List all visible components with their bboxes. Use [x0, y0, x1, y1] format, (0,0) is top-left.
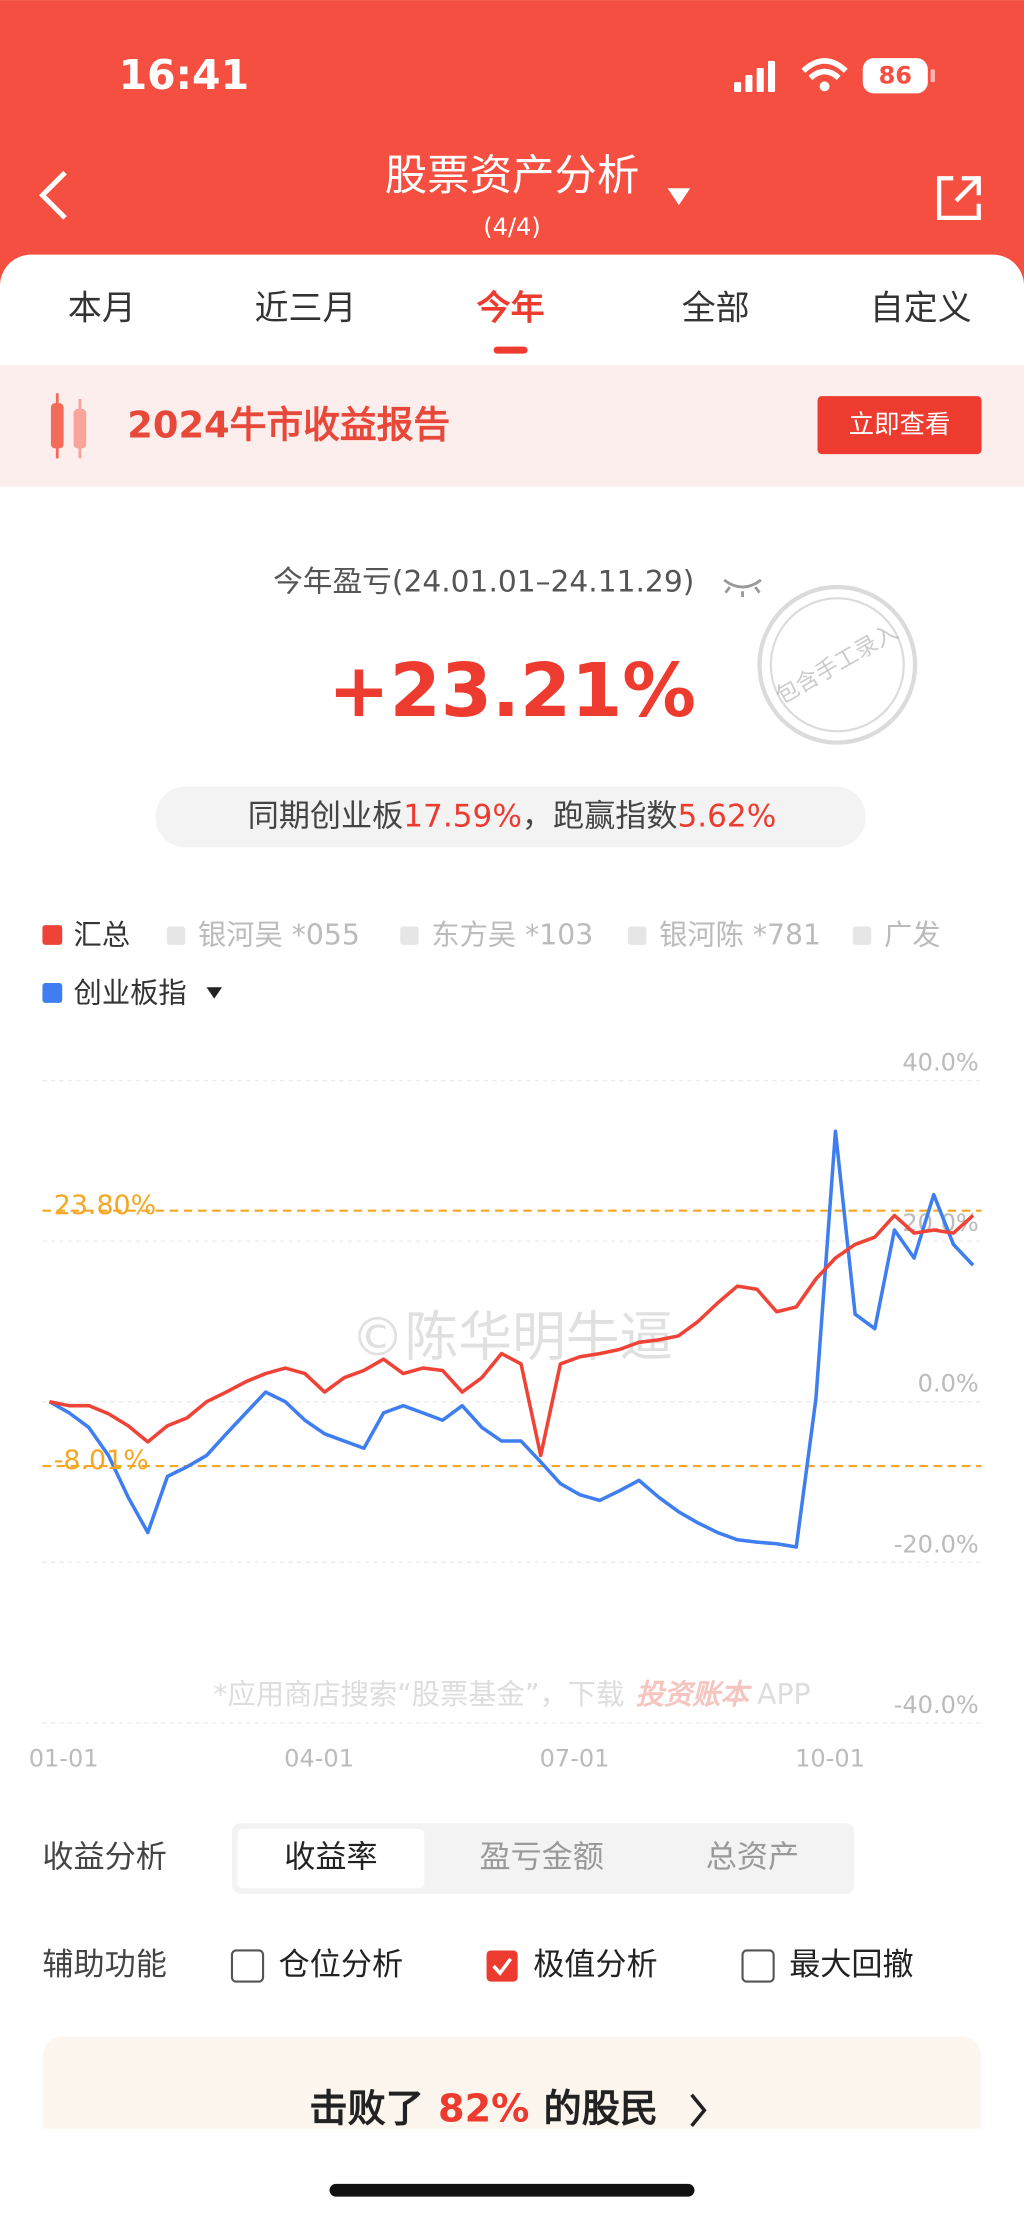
y-tick-label: 0.0%	[918, 1370, 979, 1398]
summary-label: 今年盈亏(24.01.01–24.11.29)	[273, 564, 694, 599]
legend-label[interactable]: 汇总	[74, 918, 131, 951]
tab[interactable]: 本月	[68, 288, 136, 328]
y-tick-label: -20.0%	[894, 1530, 979, 1558]
y-tick-label: -40.0%	[894, 1691, 979, 1719]
compare-part: 5.62%	[677, 799, 776, 835]
reference-label: -8.01%	[54, 1445, 149, 1476]
wifi-dot	[819, 81, 830, 92]
legend-label[interactable]: 广发	[884, 918, 941, 951]
page-title: 股票资产分析	[385, 152, 640, 201]
compare-part: 同期创业板	[248, 799, 404, 835]
content-bg	[0, 254, 1024, 2220]
summary-value: +23.21%	[328, 649, 696, 734]
status-time: 16:41	[119, 51, 250, 99]
analysis-option[interactable]: 盈亏金额	[479, 1840, 603, 1876]
signal-icon	[734, 60, 776, 93]
x-tick-label: 10-01	[795, 1745, 865, 1773]
checkbox[interactable]	[230, 1949, 265, 1983]
banner-button[interactable]	[817, 396, 982, 455]
beat-arrow[interactable]	[690, 2093, 707, 2127]
legend-dropdown[interactable]	[206, 987, 223, 999]
page-subtitle: (4/4)	[483, 213, 540, 241]
battery	[862, 58, 928, 94]
tab[interactable]: 自定义	[870, 288, 972, 328]
title-dropdown[interactable]	[667, 188, 691, 206]
hide-toggle[interactable]	[723, 578, 762, 597]
beat-suffix: 的股民	[544, 2087, 659, 2131]
compare-text: 同期创业板17.59%，跑赢指数5.62%	[248, 799, 777, 835]
legend-swatch	[852, 926, 872, 945]
battery-tip	[930, 69, 935, 83]
reference-label: 23.80%	[54, 1190, 156, 1221]
compare-part: 17.59%	[403, 799, 522, 835]
wifi-icon	[801, 58, 848, 81]
aux-option[interactable]: 仓位分析	[279, 1947, 403, 1983]
series-line	[49, 1213, 975, 1458]
banner-button-text[interactable]: 立即查看	[849, 410, 951, 440]
legend-swatch	[42, 925, 63, 945]
x-tick-label: 01-01	[29, 1745, 99, 1773]
analysis-option[interactable]: 总资产	[706, 1840, 799, 1876]
checkmark	[492, 1957, 512, 1976]
banner-icon	[50, 393, 87, 459]
x-tick-label: 07-01	[540, 1745, 610, 1773]
home-indicator	[329, 2183, 695, 2197]
checkbox[interactable]	[741, 1949, 775, 1983]
analysis-label: 收益分析	[42, 1840, 166, 1876]
legend-label[interactable]: 银河吴 *055	[198, 918, 360, 951]
beat-card[interactable]	[42, 2036, 982, 2150]
legend-swatch	[627, 926, 647, 945]
app-name: 投资账本	[636, 1678, 753, 1711]
back-button[interactable]	[38, 170, 67, 220]
aux-label: 辅助功能	[42, 1947, 166, 1983]
legend-swatch	[400, 926, 419, 945]
battery-level: 86	[879, 61, 912, 89]
tab[interactable]: 近三月	[255, 288, 357, 328]
beat-value: 82%	[438, 2087, 529, 2131]
beat-text: 击败了 82% 的股民	[309, 2087, 658, 2131]
beat-prefix: 击败了	[309, 2087, 424, 2131]
aux-option[interactable]: 最大回撤	[789, 1947, 913, 1983]
x-tick-label: 04-01	[284, 1745, 354, 1773]
bottom-bg	[0, 2128, 1024, 2220]
footer-note: *应用商店搜索“股票基金”，下载 投资账本 APP	[213, 1678, 810, 1711]
tab[interactable]: 全部	[682, 288, 750, 328]
legend-label[interactable]: 银河陈 *781	[659, 918, 821, 951]
banner-text: 2024牛市收益报告	[127, 404, 450, 447]
analysis-active	[237, 1828, 425, 1889]
series-line	[48, 1129, 975, 1549]
note-text: *应用商店搜索“股票基金”，下载	[213, 1678, 624, 1711]
legend-label[interactable]: 东方吴 *103	[431, 918, 593, 951]
legend-swatch	[42, 983, 63, 1003]
app-suffix: APP	[757, 1678, 810, 1711]
checkbox[interactable]	[486, 1950, 518, 1982]
tab-indicator	[493, 346, 528, 354]
stamp	[757, 584, 918, 745]
y-tick-label: 40.0%	[902, 1049, 978, 1077]
legend-swatch	[166, 926, 186, 945]
aux-option[interactable]: 极值分析	[533, 1947, 657, 1983]
share-button[interactable]	[937, 176, 981, 221]
analysis-option[interactable]: 收益率	[284, 1840, 377, 1876]
compare-part: ，跑赢指数	[522, 799, 678, 835]
legend-label[interactable]: 创业板指	[74, 976, 187, 1009]
tab[interactable]: 今年	[477, 288, 545, 328]
compare-pill	[155, 786, 866, 848]
